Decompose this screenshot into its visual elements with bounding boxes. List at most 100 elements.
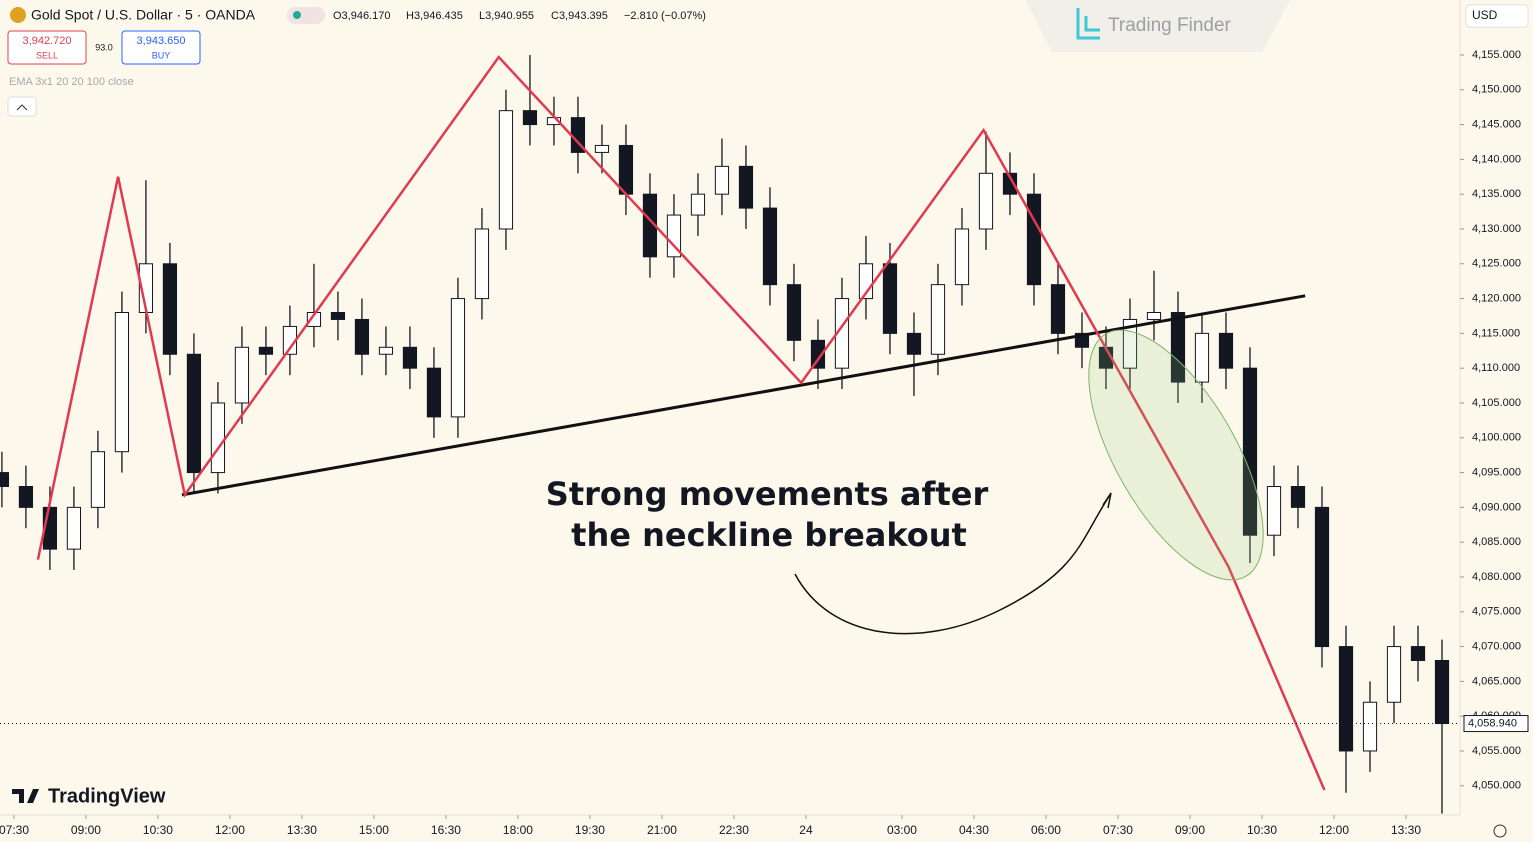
symbol-icon bbox=[10, 7, 26, 23]
annotation: the neckline breakout bbox=[571, 516, 967, 554]
neckline bbox=[181, 294, 1306, 497]
sell-label: SELL bbox=[36, 50, 58, 60]
y-tick-label: 4,055.000 bbox=[1472, 745, 1521, 757]
candle-body bbox=[1410, 646, 1426, 661]
x-tick-label: 21:00 bbox=[647, 823, 677, 837]
candle-body bbox=[306, 311, 322, 327]
y-tick-label: 4,070.000 bbox=[1472, 640, 1521, 652]
y-tick-label: 4,095.000 bbox=[1472, 466, 1521, 478]
ohlc-open: O3,946.170 bbox=[333, 10, 391, 22]
sell-button[interactable] bbox=[7, 30, 87, 65]
indicator: EMA 3x1 20 20 100 close bbox=[9, 76, 134, 88]
buy-price: 3,943.650 bbox=[137, 35, 186, 47]
x-tick-label: 07:30 bbox=[1103, 823, 1133, 837]
x-tick-label: 09:00 bbox=[71, 823, 101, 837]
x-tick-label: 07:30 bbox=[0, 823, 29, 837]
settings-icon[interactable] bbox=[1493, 824, 1507, 838]
y-tick-label: 4,080.000 bbox=[1472, 571, 1521, 583]
y-tick-label: 4,120.000 bbox=[1472, 292, 1521, 304]
annotation: Strong movements after bbox=[546, 475, 989, 513]
y-tick-label: 4,135.000 bbox=[1472, 188, 1521, 200]
pattern-zigzag bbox=[36, 55, 1326, 791]
candle-body bbox=[1362, 701, 1378, 752]
candle-body bbox=[1218, 332, 1234, 369]
last-price-label: 4,058.940 bbox=[1468, 717, 1517, 729]
candle-body bbox=[474, 228, 490, 300]
candle-body bbox=[354, 318, 370, 355]
candle-body bbox=[0, 472, 10, 487]
currency: USD bbox=[1472, 8, 1498, 22]
candle-body bbox=[402, 346, 418, 369]
x-tick-label: 06:00 bbox=[1031, 823, 1061, 837]
x-tick-label: 13:30 bbox=[1391, 823, 1421, 837]
ohlc-high: H3,946.435 bbox=[406, 10, 463, 22]
y-tick-label: 4,150.000 bbox=[1472, 84, 1521, 96]
candle-body bbox=[810, 339, 826, 369]
x-tick-label: 19:30 bbox=[575, 823, 605, 837]
candle-body bbox=[1434, 659, 1450, 725]
candle-body bbox=[666, 214, 682, 258]
price-axis bbox=[1460, 0, 1533, 842]
y-tick-label: 4,110.000 bbox=[1472, 362, 1520, 374]
candle-body bbox=[18, 485, 34, 508]
candle-body bbox=[1386, 646, 1402, 703]
candle-body bbox=[954, 228, 970, 286]
candle-body bbox=[1170, 311, 1186, 383]
candle-body bbox=[1314, 506, 1330, 648]
candle-body bbox=[1266, 485, 1282, 536]
candle-body bbox=[762, 207, 778, 286]
status-dot bbox=[293, 11, 301, 19]
plot bbox=[0, 54, 1450, 814]
arrow-head bbox=[1102, 492, 1112, 509]
candle-body bbox=[906, 332, 922, 355]
candle-body bbox=[930, 284, 946, 355]
ohlc-low: L3,940.955 bbox=[479, 10, 534, 22]
x-tick-label: 09:00 bbox=[1175, 823, 1205, 837]
brand-logo bbox=[12, 789, 39, 803]
collapse-button[interactable] bbox=[7, 96, 37, 117]
candle-body bbox=[234, 346, 250, 404]
candle-body bbox=[1242, 367, 1258, 536]
symbol: Gold Spot / U.S. Dollar · 5 · OANDA bbox=[31, 7, 256, 23]
candle-body bbox=[258, 346, 274, 355]
candle-body bbox=[882, 263, 898, 334]
candle-body bbox=[786, 284, 802, 341]
x-tick-label: 10:30 bbox=[1247, 823, 1277, 837]
candle-body bbox=[210, 402, 226, 474]
candle-body bbox=[1146, 311, 1162, 320]
last-price-box bbox=[1463, 715, 1529, 733]
candle-body bbox=[1194, 332, 1210, 383]
x-tick-label: 13:30 bbox=[287, 823, 317, 837]
buy-button[interactable] bbox=[121, 30, 201, 65]
candle-body bbox=[1026, 193, 1042, 286]
x-tick-label: 10:30 bbox=[143, 823, 173, 837]
highlight-ellipse bbox=[1088, 329, 1264, 581]
spread: 93.0 bbox=[95, 42, 113, 52]
y-tick-label: 4,130.000 bbox=[1472, 223, 1521, 235]
x-tick-label: 15:00 bbox=[359, 823, 389, 837]
candle-body bbox=[618, 144, 634, 195]
x-tick-label: 22:30 bbox=[719, 823, 749, 837]
candle-body bbox=[90, 451, 106, 508]
brand: TradingView bbox=[48, 785, 166, 807]
y-tick-label: 4,155.000 bbox=[1472, 49, 1521, 61]
candle-body bbox=[978, 172, 994, 230]
candle-body bbox=[378, 346, 394, 355]
y-tick-label: 4,115.000 bbox=[1472, 327, 1520, 339]
candle-body bbox=[114, 311, 130, 453]
y-tick-label: 4,145.000 bbox=[1472, 118, 1521, 130]
sell-price: 3,942.720 bbox=[23, 35, 72, 47]
candle-body bbox=[738, 165, 754, 209]
candle-body bbox=[186, 353, 202, 474]
currency-button[interactable] bbox=[1465, 4, 1529, 28]
collapse-icon bbox=[16, 104, 28, 111]
candle-body bbox=[690, 193, 706, 216]
y-tick-label: 4,100.000 bbox=[1472, 432, 1521, 444]
candle-body bbox=[714, 165, 730, 195]
candle-body bbox=[1002, 172, 1018, 195]
y-tick-label: 4,105.000 bbox=[1472, 397, 1521, 409]
candle-body bbox=[66, 506, 82, 550]
y-tick-label: 4,075.000 bbox=[1472, 606, 1521, 618]
